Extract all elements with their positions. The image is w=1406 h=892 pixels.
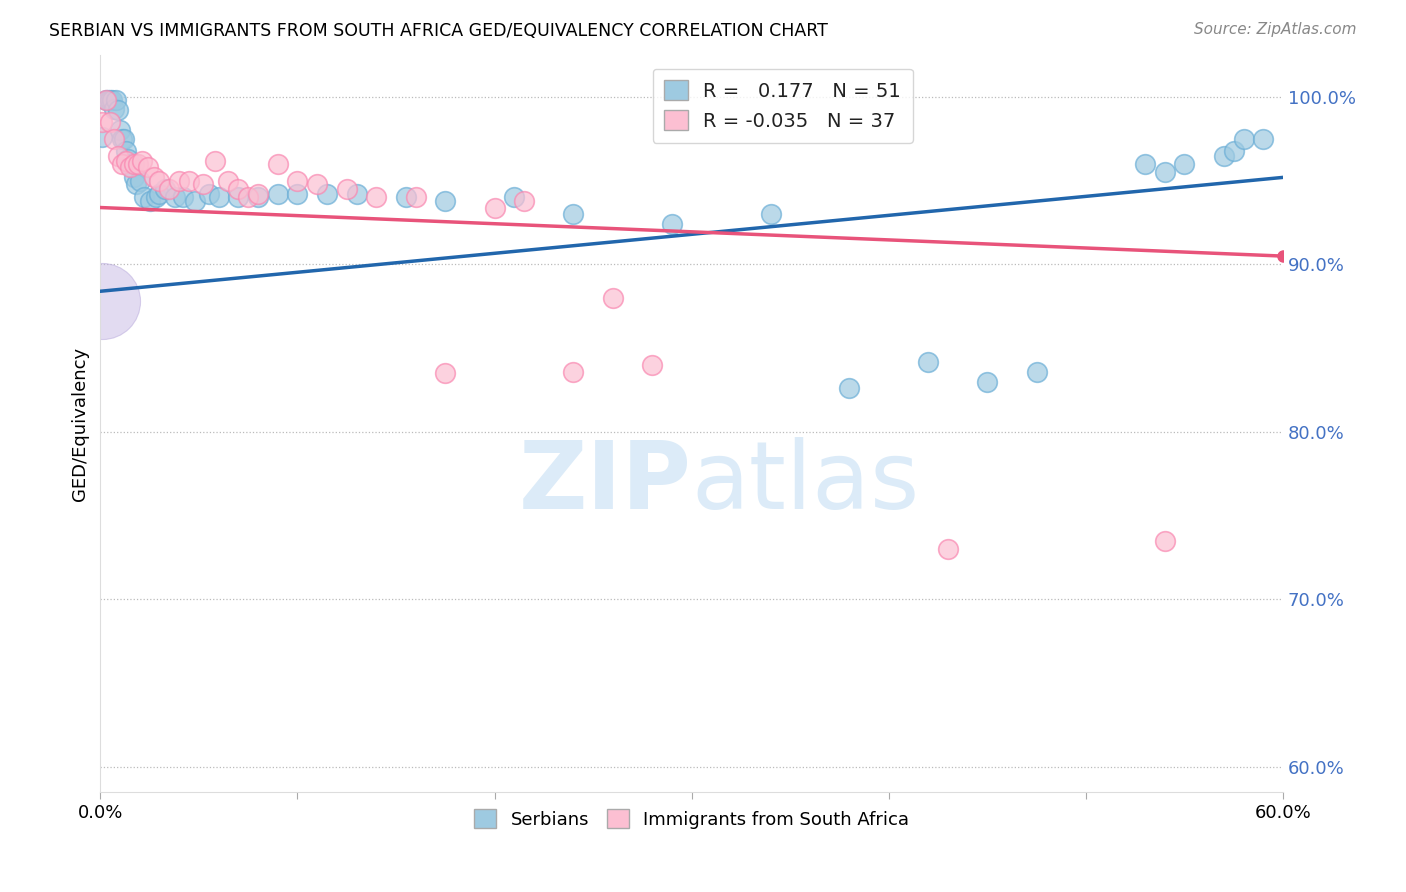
- Point: [228, 190, 250, 204]
- Point: [115, 144, 138, 158]
- Point: [405, 190, 427, 204]
- Point: [91, 130, 114, 145]
- Point: [125, 177, 148, 191]
- Point: [395, 190, 418, 204]
- Point: [184, 194, 207, 208]
- Point: [838, 381, 860, 395]
- Point: [217, 174, 239, 188]
- Point: [191, 177, 214, 191]
- Text: atlas: atlas: [692, 436, 920, 528]
- Point: [976, 375, 998, 389]
- Text: Source: ZipAtlas.com: Source: ZipAtlas.com: [1194, 22, 1357, 37]
- Point: [117, 152, 139, 166]
- Point: [177, 174, 200, 188]
- Point: [98, 115, 121, 129]
- Point: [1133, 157, 1156, 171]
- Point: [103, 132, 125, 146]
- Point: [122, 170, 145, 185]
- Point: [238, 190, 260, 204]
- Point: [145, 190, 167, 204]
- Point: [155, 182, 177, 196]
- Point: [346, 187, 368, 202]
- Point: [1232, 132, 1254, 146]
- Point: [111, 157, 134, 171]
- Point: [247, 187, 270, 202]
- Point: [118, 157, 141, 171]
- Legend: Serbians, Immigrants from South Africa: Serbians, Immigrants from South Africa: [467, 802, 917, 836]
- Point: [513, 194, 536, 208]
- Point: [484, 201, 506, 215]
- Point: [112, 132, 135, 146]
- Point: [661, 217, 683, 231]
- Point: [602, 291, 624, 305]
- Point: [132, 190, 155, 204]
- Y-axis label: GED/Equivalency: GED/Equivalency: [72, 346, 89, 500]
- Point: [121, 161, 143, 175]
- Point: [115, 153, 138, 168]
- Point: [434, 194, 457, 208]
- Point: [136, 161, 159, 175]
- Point: [562, 207, 585, 221]
- Point: [96, 94, 118, 108]
- Point: [101, 94, 124, 108]
- Point: [503, 190, 526, 204]
- Point: [562, 365, 585, 379]
- Point: [267, 157, 290, 171]
- Point: [96, 94, 118, 108]
- Point: [1222, 144, 1244, 158]
- Point: [316, 187, 339, 202]
- Point: [107, 148, 129, 162]
- Point: [148, 174, 170, 188]
- Point: [366, 190, 388, 204]
- Point: [98, 94, 121, 108]
- Point: [128, 174, 150, 188]
- Point: [336, 182, 359, 196]
- Point: [307, 177, 329, 191]
- Point: [247, 190, 270, 204]
- Point: [138, 194, 160, 208]
- Point: [148, 187, 170, 202]
- Point: [157, 182, 180, 196]
- Point: [107, 103, 129, 118]
- Point: [267, 187, 290, 202]
- Point: [165, 190, 187, 204]
- Point: [434, 367, 457, 381]
- Text: SERBIAN VS IMMIGRANTS FROM SOUTH AFRICA GED/EQUIVALENCY CORRELATION CHART: SERBIAN VS IMMIGRANTS FROM SOUTH AFRICA …: [49, 22, 828, 40]
- Point: [118, 161, 141, 175]
- Point: [287, 187, 309, 202]
- Point: [759, 207, 782, 221]
- Point: [91, 115, 114, 129]
- Point: [1025, 365, 1047, 379]
- Point: [936, 542, 959, 557]
- Point: [917, 354, 939, 368]
- Point: [228, 182, 250, 196]
- Point: [1251, 132, 1274, 146]
- Text: ZIP: ZIP: [519, 436, 692, 528]
- Point: [91, 294, 114, 309]
- Point: [641, 358, 664, 372]
- Point: [1153, 533, 1175, 548]
- Point: [172, 190, 194, 204]
- Point: [1212, 148, 1234, 162]
- Point: [103, 102, 125, 116]
- Point: [97, 94, 120, 108]
- Point: [1153, 165, 1175, 179]
- Point: [287, 174, 309, 188]
- Point: [105, 94, 128, 108]
- Point: [108, 123, 131, 137]
- Point: [1173, 157, 1195, 171]
- Point: [122, 157, 145, 171]
- Point: [204, 153, 226, 168]
- Point: [197, 187, 219, 202]
- Point: [207, 190, 229, 204]
- Point: [131, 153, 153, 168]
- Point: [167, 174, 190, 188]
- Point: [127, 157, 149, 171]
- Point: [142, 170, 165, 185]
- Point: [111, 132, 134, 146]
